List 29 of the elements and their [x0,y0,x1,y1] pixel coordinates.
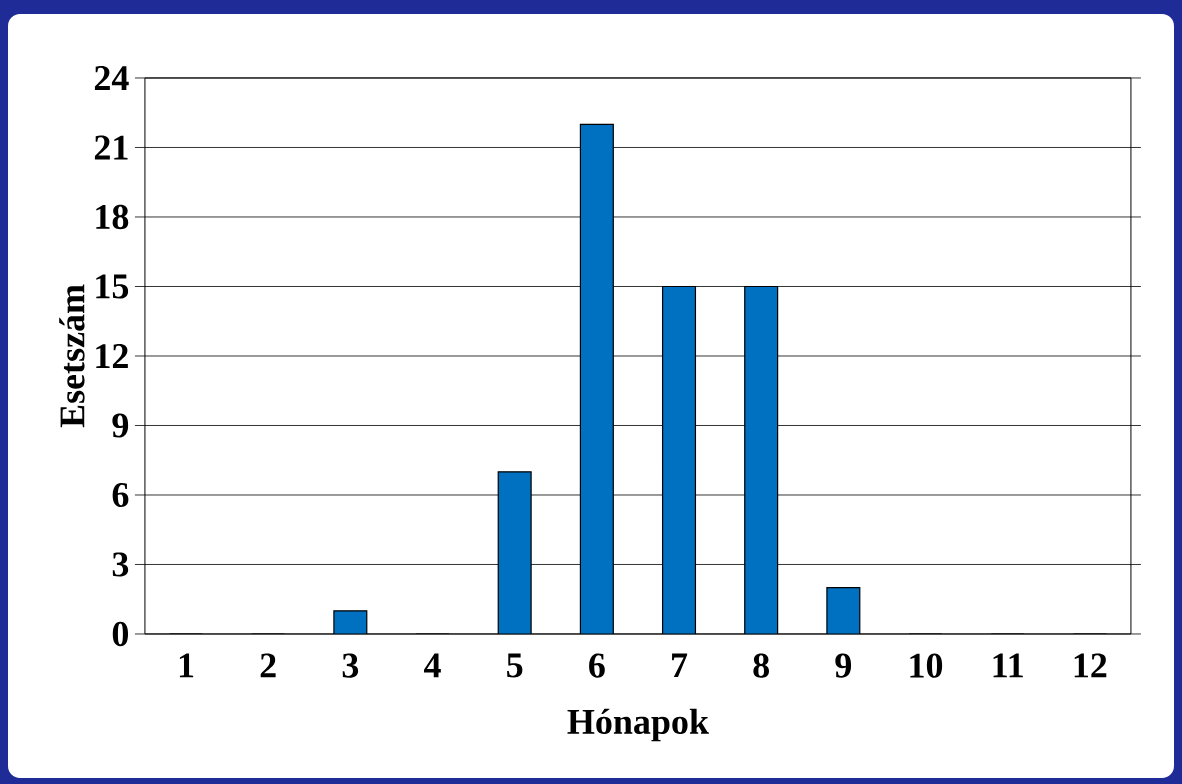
y-tick-label: 21 [94,135,128,160]
y-tick-label: 0 [112,621,129,647]
x-tick-label: 3 [342,653,359,678]
x-tick-label: 9 [835,653,852,678]
x-tick-label: 10 [910,653,943,678]
bar [661,285,697,634]
y-axis-title: Esetszám [59,284,85,428]
x-tick-label: 4 [424,653,441,678]
x-tick-label: 6 [589,653,605,678]
x-axis-title: Hónapok [567,708,709,742]
x-tick-label: 11 [993,653,1023,678]
x-tick-label: 1 [179,653,194,678]
y-tick-label: 18 [96,204,129,230]
x-tick-label: 2 [260,653,276,678]
x-tick-label: 8 [753,653,769,678]
y-tick-label: 24 [94,66,129,90]
y-tick-label: 15 [96,274,129,299]
bar [579,123,614,634]
bar [333,610,368,634]
y-tick-label: 6 [112,482,129,508]
bar [826,587,861,634]
y-tick-label: 3 [112,552,129,577]
x-tick-label: 7 [672,653,688,678]
x-tick-label: 12 [1074,653,1107,678]
y-tick-label: 9 [112,413,129,438]
y-tick-label: 12 [96,344,128,368]
bar [497,471,532,634]
x-tick-label: 5 [507,653,523,678]
bar [744,285,779,634]
